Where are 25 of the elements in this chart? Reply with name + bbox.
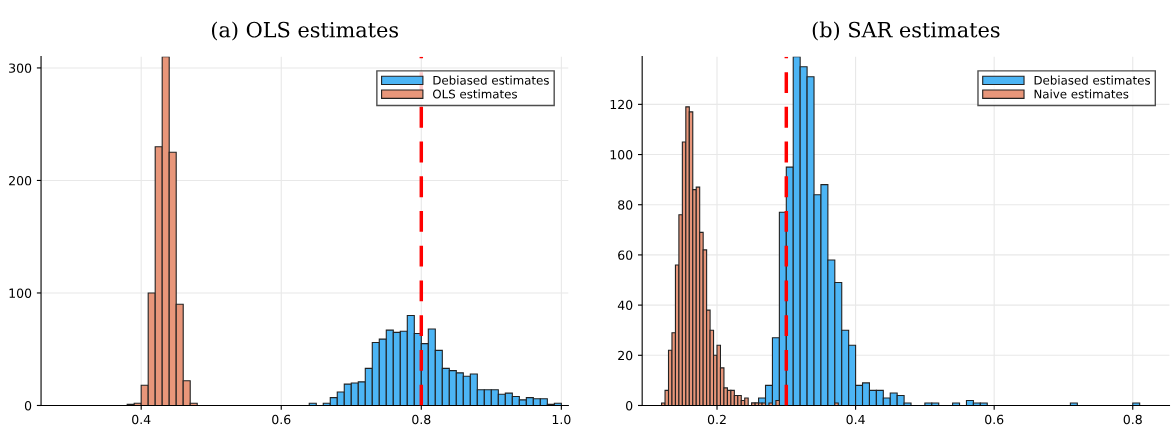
legend-label: Naive estimates [1034, 89, 1129, 99]
x-tick-label: 0.4 [846, 414, 865, 425]
legend-label: Debiased estimates [1034, 75, 1151, 85]
y-tick-label: 100 [610, 150, 633, 160]
x-tick-label: 0.6 [272, 414, 291, 425]
x-tick-label: 0.2 [707, 414, 726, 425]
y-tick-label: 0 [626, 400, 633, 411]
chart-title: (a) OLS estimates [211, 21, 398, 41]
x-tick-label: 1.0 [552, 414, 571, 425]
x-tick-label: 0.8 [1123, 414, 1142, 425]
legend-label: OLS estimates [433, 89, 517, 99]
x-tick-label: 0.8 [412, 414, 431, 425]
chart-title: (b) SAR estimates [812, 21, 1000, 41]
y-tick-label: 20 [618, 350, 633, 361]
y-tick-label: 300 [9, 63, 32, 73]
y-tick-label: 80 [618, 200, 633, 210]
y-tick-label: 120 [610, 99, 633, 110]
legend-label: Debiased estimates [433, 75, 549, 85]
y-tick-label: 200 [9, 175, 32, 186]
y-tick-label: 0 [24, 400, 32, 411]
y-tick-label: 40 [617, 300, 633, 311]
x-tick-label: 0.4 [132, 414, 151, 425]
y-tick-label: 100 [9, 288, 32, 298]
x-tick-label: 0.6 [985, 414, 1004, 425]
y-tick-label: 60 [618, 250, 633, 260]
